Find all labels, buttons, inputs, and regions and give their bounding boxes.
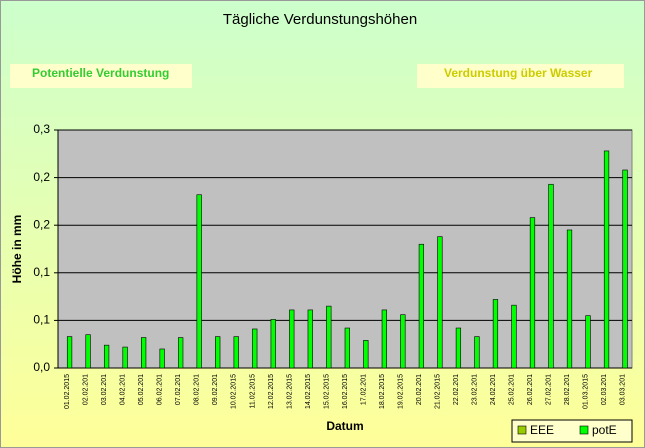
y-tick-label: 0,1 [33,313,50,327]
bar [178,337,184,369]
x-tick-label: 22.02.201 [453,374,460,405]
bar [603,150,610,369]
bar [326,305,332,369]
x-tick-label: 25.02.201 [508,374,515,405]
bar [85,334,91,369]
x-tick-label: 09.02.201 [212,374,219,405]
x-tick-label: 07.02.201 [175,374,182,405]
bar [215,336,221,369]
legend [511,419,633,443]
x-tick-label: 23.02.201 [471,374,478,405]
bar [548,183,554,369]
bar [474,336,480,369]
bar [529,217,536,369]
y-tick-label: 0,1 [33,265,50,279]
x-tick-label: 01.02.2015 [64,374,71,409]
x-tick-label: 01.03.2015 [583,374,590,409]
bar [122,346,128,369]
x-tick-label: 28.02.201 [564,374,571,405]
bar [252,328,258,369]
y-tick-label: 0,3 [33,122,50,136]
x-tick-label: 18.02.2015 [379,374,386,409]
bar [270,319,276,369]
x-axis-label: Datum [326,419,363,433]
x-tick-label: 02.02.201 [83,374,90,405]
y-tick-label: 0,2 [33,170,50,184]
annotation: Verdunstung über Wasser [444,66,593,80]
bar [455,327,462,369]
bar [585,315,591,369]
bar [233,336,239,369]
legend-swatch [517,425,527,435]
bar [103,344,110,369]
bar [141,337,147,369]
bar [381,309,387,369]
x-tick-label: 04.02.201 [120,374,127,405]
x-tick-label: 10.02.2015 [231,374,238,409]
bar [400,314,406,369]
legend-label: potE [592,423,617,437]
bar [159,348,165,369]
x-tick-label: 03.03.201 [620,374,627,405]
bar [289,309,295,369]
x-tick-label: 20.02.201 [416,374,423,405]
annotation: Potentielle Verdunstung [32,66,169,80]
x-tick-label: 14.02.2015 [305,374,312,409]
x-tick-label: 16.02.2015 [342,374,349,409]
bar [622,169,628,369]
x-tick-label: 17.02.201 [360,374,367,405]
chart-title: Tägliche Verdunstungshöhen [223,11,417,28]
x-tick-label: 27.02.201 [546,374,553,405]
x-tick-label: 05.02.201 [138,374,145,405]
bar [511,304,517,369]
bar [492,299,499,369]
bar [307,309,313,369]
bar [437,236,443,369]
bar [66,336,73,369]
x-tick-label: 06.02.201 [157,374,164,405]
y-axis-label: Höhe in mm [10,215,24,284]
x-tick-label: 15.02.2015 [323,374,330,409]
bar [196,194,202,369]
bar [566,229,573,369]
y-tick-label: 0,0 [33,360,50,374]
x-tick-label: 03.02.201 [101,374,108,405]
x-tick-label: 12.02.2015 [268,374,275,409]
x-tick-label: 13.02.2015 [286,374,293,409]
legend-swatch [579,425,589,435]
x-tick-label: 26.02.201 [527,374,534,405]
annotation-box [10,64,192,88]
x-tick-label: 19.02.2015 [397,374,404,409]
annotation-box [417,64,624,88]
y-tick-label: 0,2 [33,217,50,231]
bar [363,340,369,369]
x-tick-label: 11.02.2015 [249,374,256,409]
x-tick-label: 24.02.201 [490,374,497,405]
legend-label: EEE [530,423,554,437]
x-tick-label: 08.02.201 [194,374,201,405]
bar [344,327,350,369]
x-tick-label: 21.02.2015 [434,374,441,409]
x-tick-label: 02.03.201 [601,374,608,405]
bar [418,243,424,369]
